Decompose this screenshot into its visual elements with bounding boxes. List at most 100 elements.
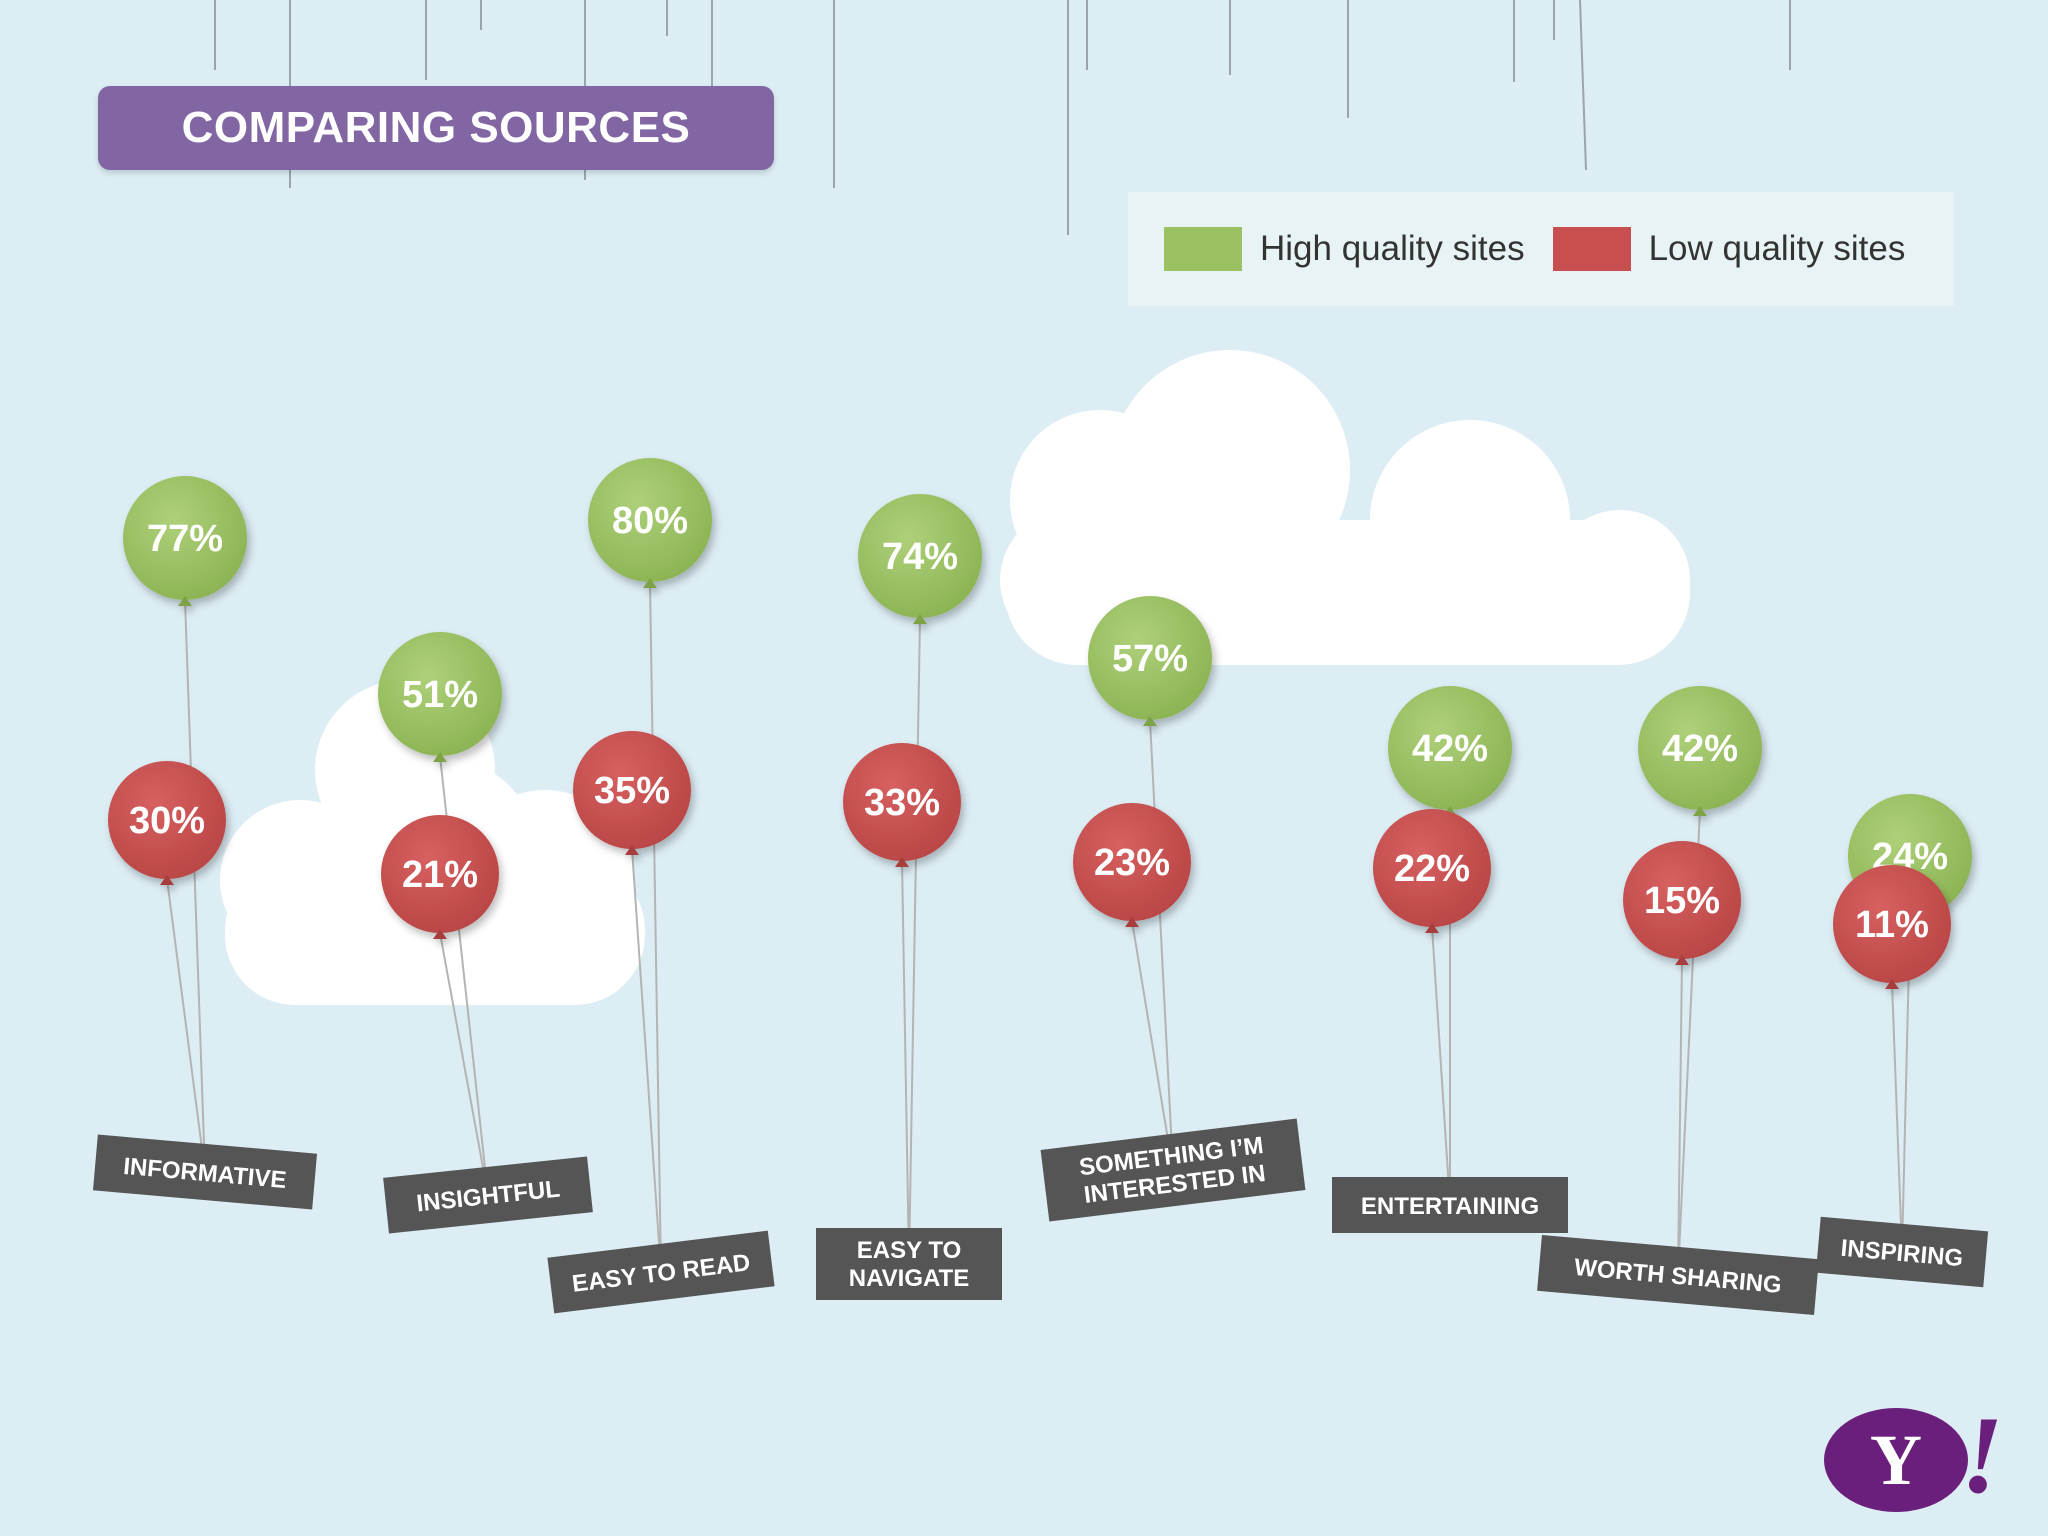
string-low — [631, 848, 662, 1273]
string-high — [649, 581, 662, 1273]
balloon-high: 77% — [123, 476, 247, 606]
string-low — [166, 878, 206, 1173]
balloon-low: 11% — [1833, 865, 1951, 989]
label-box — [1040, 1118, 1306, 1222]
balloon-low-circle — [1833, 865, 1951, 983]
balloon-low: 30% — [108, 761, 226, 885]
balloon-knot — [160, 875, 174, 885]
yahoo-logo: Y ! — [1824, 1400, 2004, 1516]
string-high — [908, 617, 921, 1265]
balloon-high-circle — [1088, 596, 1212, 720]
legend-label-high: High quality sites — [1260, 229, 1525, 268]
string-low — [1891, 982, 1903, 1253]
value-label-high: 51% — [402, 674, 478, 716]
balloon-high: 80% — [588, 458, 712, 588]
balloon-knot — [1125, 917, 1139, 927]
balloon-low-circle — [1623, 841, 1741, 959]
value-label-low: 21% — [402, 854, 478, 896]
balloon-high: 74% — [858, 494, 982, 624]
value-label-low: 23% — [1094, 842, 1170, 884]
balloon-low: 21% — [381, 815, 499, 939]
value-label-high: 77% — [147, 518, 223, 560]
cloud — [1000, 350, 1690, 665]
category-label: ENTERTAINING — [1332, 1177, 1568, 1233]
balloon-low-circle — [108, 761, 226, 879]
balloon-high-circle — [1388, 686, 1512, 810]
string-high — [1149, 719, 1174, 1171]
value-label-low: 15% — [1644, 880, 1720, 922]
label-box — [547, 1230, 775, 1314]
string-low — [901, 860, 910, 1265]
balloon-knot — [1143, 716, 1157, 726]
balloon-low: 33% — [843, 743, 961, 867]
page-title: COMPARING SOURCES — [181, 103, 691, 152]
category-label: EASY TO READ — [547, 1230, 775, 1314]
value-label-high: 42% — [1662, 728, 1738, 770]
balloon-high: 42% — [1638, 686, 1762, 816]
string-low — [1677, 958, 1683, 1276]
balloon-knot — [625, 845, 639, 855]
balloon-low: 35% — [573, 731, 691, 855]
balloons: 77% 30% 51% 21% 80% 35% 74% 33% 57% 23% 42% 22% 42% 1… — [108, 458, 1972, 989]
label-box — [383, 1156, 593, 1234]
hanging-line — [1579, 0, 1587, 171]
string-high — [184, 599, 206, 1173]
string-low — [1131, 920, 1174, 1171]
legend-swatch-low — [1552, 227, 1631, 271]
balloon-high-circle — [123, 476, 247, 600]
category-label: INFORMATIVE — [92, 1134, 318, 1210]
value-label-low: 11% — [1855, 904, 1929, 946]
legend: High quality sites Low quality sites — [1128, 192, 1954, 306]
balloon-knot — [178, 596, 192, 606]
category-label: INSPIRING — [1815, 1216, 1989, 1288]
balloon-low-circle — [573, 731, 691, 849]
logo-ellipse — [1824, 1408, 1968, 1512]
balloon-low-circle — [843, 743, 961, 861]
balloon-high-circle — [858, 494, 982, 618]
balloon-high-circle — [378, 632, 502, 756]
category-label-text: NAVIGATE — [849, 1265, 969, 1292]
label-box — [816, 1228, 1002, 1300]
value-label-high: 42% — [1412, 728, 1488, 770]
balloon-knot — [913, 614, 927, 624]
value-label-low: 22% — [1394, 848, 1470, 890]
legend-swatch-high — [1164, 227, 1242, 271]
balloon-high: 57% — [1088, 596, 1212, 726]
balloon-low: 23% — [1073, 803, 1191, 927]
label-box — [92, 1134, 318, 1210]
balloon-low-circle — [1073, 803, 1191, 921]
balloon-low: 15% — [1623, 841, 1741, 965]
string-low — [439, 932, 489, 1196]
balloon-knot — [1885, 979, 1899, 989]
balloon-knot — [433, 752, 447, 762]
string-low — [1431, 926, 1451, 1206]
legend-label-low: Low quality sites — [1648, 229, 1906, 268]
balloon-high-circle — [1638, 686, 1762, 810]
balloon-knot — [895, 857, 909, 867]
title-banner: COMPARING SOURCES — [98, 86, 774, 170]
label-box — [1332, 1177, 1568, 1233]
value-label-low: 30% — [129, 800, 205, 842]
value-label-low: 33% — [864, 782, 940, 824]
balloon-knot — [433, 929, 447, 939]
balloon-low-circle — [381, 815, 499, 933]
balloon-knot — [1675, 955, 1689, 965]
balloon-high-circle — [588, 458, 712, 582]
label-box — [1537, 1234, 1819, 1316]
value-label-high: 74% — [882, 536, 958, 578]
category-label-text: EASY TO — [857, 1237, 961, 1264]
balloon-knot — [643, 578, 657, 588]
balloon-high: 51% — [378, 632, 502, 762]
label-box — [1815, 1216, 1989, 1288]
category-label: WORTH SHARING — [1537, 1234, 1819, 1316]
balloon-low: 22% — [1373, 809, 1491, 933]
logo-exclaim: ! — [1961, 1400, 2004, 1516]
category-label: INSIGHTFUL — [383, 1156, 593, 1234]
balloon-low-circle — [1373, 809, 1491, 927]
category-label-text: ENTERTAINING — [1361, 1193, 1539, 1220]
